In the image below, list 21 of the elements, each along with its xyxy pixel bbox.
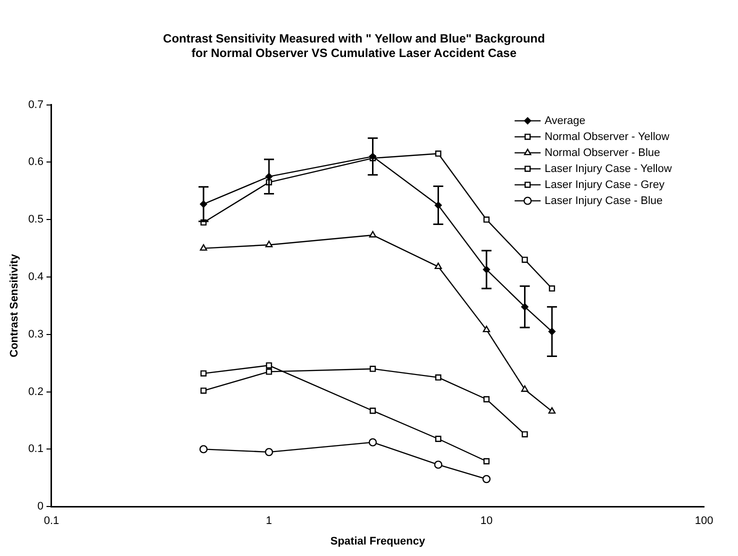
y-tick-label: 0.4: [28, 271, 44, 284]
chart-title: Contrast Sensitivity Measured with " Yellow and Blue" Background for Normal Observer VS Cumulative Laser Accident Case: [163, 32, 545, 60]
x-tick-label: 1: [266, 515, 272, 528]
legend-label: Laser Injury Case - Grey: [544, 178, 665, 191]
y-tick-label: 0.1: [28, 443, 44, 456]
legend-label: Laser Injury Case - Blue: [544, 194, 663, 207]
x-axis-title: Spatial Frequency: [330, 535, 426, 548]
legend-label: Normal Observer - Blue: [544, 146, 660, 159]
y-tick-label: 0.5: [28, 214, 44, 226]
y-tick-label: 0.3: [28, 328, 44, 340]
legend-label: Laser Injury Case - Yellow: [544, 162, 672, 175]
x-tick-label: 10: [480, 515, 493, 528]
legend-label: Normal Observer - Yellow: [544, 130, 670, 143]
y-tick-label: 0.2: [28, 386, 44, 398]
y-tick-label: 0.6: [28, 156, 44, 168]
x-tick-label: 100: [694, 515, 714, 528]
y-tick-label: 0: [37, 500, 44, 513]
x-tick-label: 0.1: [44, 515, 60, 528]
legend-label: Average: [544, 114, 586, 127]
y-tick-label: 0.7: [28, 98, 44, 111]
y-axis-title: Contrast Sensitivity: [8, 253, 21, 358]
